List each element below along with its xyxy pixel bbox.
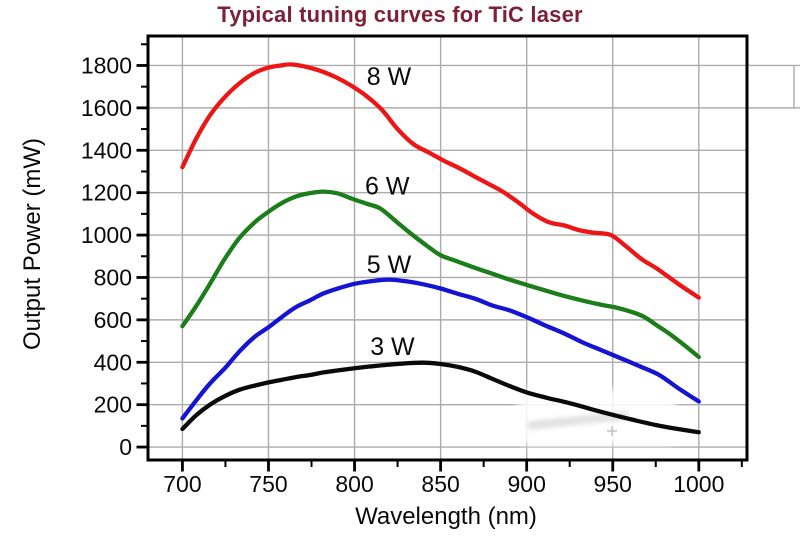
curve-3w (180, 360, 701, 435)
y-tick-label-1400: 1400 (81, 137, 132, 163)
smudge-cross-mark (607, 426, 617, 436)
curve-6w (180, 189, 701, 360)
tick-labels: 700 750 800 850 900 950 1000 0 200 400 600 800 1000 1… (81, 52, 725, 497)
x-tick-label-850: 850 (421, 471, 459, 497)
x-tick-label-1000: 1000 (673, 471, 724, 497)
axis-ticks (136, 43, 743, 472)
series-label-3w: 3 W (370, 333, 415, 361)
x-tick-label-950: 950 (594, 471, 632, 497)
y-tick-label-800: 800 (94, 264, 132, 290)
y-tick-label-1000: 1000 (81, 222, 132, 248)
curve-8w (180, 62, 701, 300)
x-tick-label-700: 700 (163, 471, 201, 497)
y-tick-label-200: 200 (94, 392, 132, 418)
series-labels: 8 W 6 W 5 W 3 W (365, 63, 415, 361)
smudge-wisp (527, 410, 629, 431)
y-tick-label-1800: 1800 (81, 52, 132, 78)
plot-frame (146, 34, 749, 462)
x-tick-label-900: 900 (507, 471, 545, 497)
y-tick-label-1200: 1200 (81, 180, 132, 206)
series-label-5w: 5 W (367, 251, 412, 279)
x-axis-title: Wavelength (nm) (355, 503, 537, 530)
series-label-8w: 8 W (367, 63, 412, 91)
chart-title: Typical tuning curves for TiC laser (217, 2, 583, 27)
outer-gridline-artifact (747, 64, 800, 109)
watermark-smudge-artifact (518, 389, 676, 445)
curves (180, 62, 701, 435)
y-tick-label-1600: 1600 (81, 95, 132, 121)
x-tick-label-800: 800 (335, 471, 373, 497)
x-tick-label-750: 750 (249, 471, 287, 497)
y-tick-label-600: 600 (94, 307, 132, 333)
series-label-6w: 6 W (365, 172, 410, 200)
y-tick-label-400: 400 (94, 349, 132, 375)
y-tick-label-0: 0 (119, 434, 132, 460)
curve-5w (180, 277, 701, 421)
